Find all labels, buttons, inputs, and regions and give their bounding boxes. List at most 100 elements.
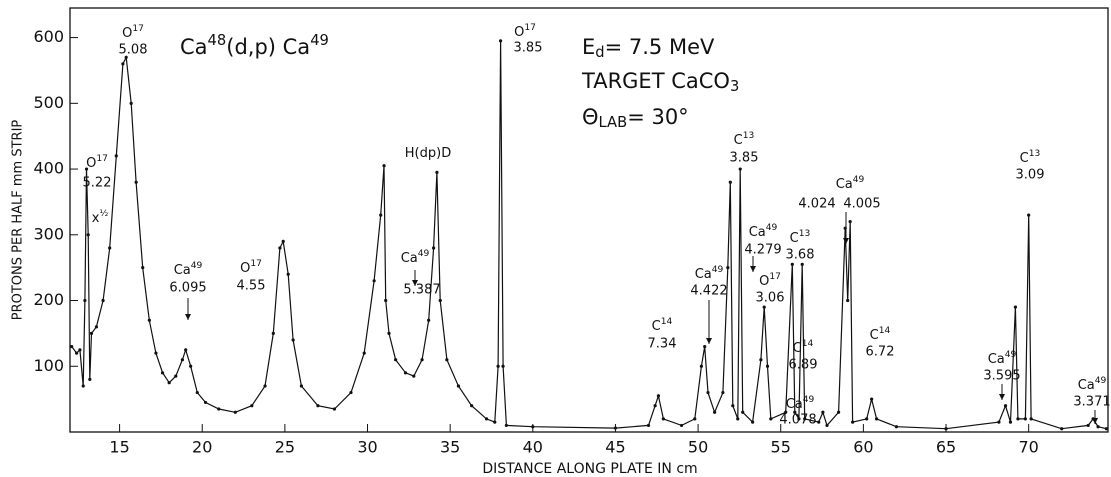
label: Ca49 bbox=[749, 223, 778, 239]
y-tick-label: 200 bbox=[33, 290, 64, 309]
data-point bbox=[726, 266, 730, 270]
data-point bbox=[70, 344, 74, 349]
data-point bbox=[250, 404, 254, 408]
label: O17 bbox=[240, 259, 262, 275]
data-point bbox=[427, 318, 431, 322]
data-point bbox=[78, 348, 82, 352]
data-point bbox=[851, 420, 855, 424]
y-tick-label: 100 bbox=[33, 356, 64, 375]
label-text: Ca bbox=[749, 225, 766, 240]
label-sup: 49 bbox=[1095, 376, 1107, 386]
data-point bbox=[167, 381, 171, 385]
label-text: Ca bbox=[695, 267, 712, 282]
data-point bbox=[504, 423, 508, 428]
data-point bbox=[498, 39, 503, 43]
annotation-energy: 3.595 bbox=[983, 369, 1020, 384]
data-point bbox=[656, 394, 661, 398]
label-text: (d,p) Ca bbox=[226, 35, 310, 59]
label-text: = 30° bbox=[627, 105, 689, 129]
label-sup: 49 bbox=[853, 175, 865, 185]
label: TARGET CaCO3 bbox=[581, 69, 739, 95]
data-point bbox=[217, 407, 221, 411]
annotation-energy: 6.89 bbox=[789, 358, 818, 373]
data-point bbox=[646, 423, 651, 428]
data-point bbox=[101, 298, 105, 303]
label: C14 bbox=[870, 326, 891, 342]
data-point bbox=[825, 423, 829, 428]
label: O17 bbox=[86, 154, 108, 170]
label-text: C bbox=[793, 341, 802, 356]
label-sup: 17 bbox=[250, 259, 262, 269]
data-point bbox=[765, 364, 770, 368]
annotation-energy: 3.85 bbox=[730, 151, 759, 166]
data-point bbox=[706, 390, 710, 395]
label: C13 bbox=[1020, 149, 1041, 165]
label-text: O bbox=[514, 25, 524, 40]
data-point bbox=[703, 344, 707, 349]
x-tick-label: 35 bbox=[440, 438, 460, 457]
label-sub: LAB bbox=[599, 114, 628, 131]
data-point bbox=[124, 55, 128, 59]
annotation-energy: 3.68 bbox=[786, 248, 815, 263]
data-point bbox=[445, 358, 449, 362]
data-point bbox=[836, 410, 841, 414]
data-point bbox=[263, 384, 267, 388]
arrow-head bbox=[1092, 418, 1098, 424]
data-point bbox=[731, 404, 735, 408]
label: Ca49 bbox=[836, 175, 865, 191]
data-point bbox=[114, 154, 118, 158]
annotation-energy: 5.22 bbox=[83, 176, 112, 191]
data-point bbox=[784, 410, 788, 414]
x-tick-label: 60 bbox=[853, 438, 873, 457]
data-point bbox=[271, 331, 275, 335]
label-text: O bbox=[86, 156, 96, 171]
label-sup: 49 bbox=[766, 223, 778, 233]
data-point bbox=[501, 364, 505, 368]
data-point bbox=[653, 404, 657, 408]
data-point bbox=[865, 417, 869, 421]
arrow-head bbox=[185, 314, 191, 320]
label: C13 bbox=[734, 131, 755, 147]
x-tick-label: 15 bbox=[109, 438, 129, 457]
data-point bbox=[848, 220, 852, 224]
data-point bbox=[613, 426, 618, 430]
y-tick-label: 400 bbox=[33, 159, 64, 178]
data-point bbox=[141, 266, 145, 270]
data-point bbox=[362, 351, 366, 355]
label-text: Ca bbox=[174, 263, 191, 278]
label-sup: 13 bbox=[1029, 149, 1041, 159]
label-sup: 49 bbox=[712, 265, 724, 275]
annotation-energy: 3.371 bbox=[1073, 395, 1110, 410]
data-point bbox=[299, 384, 304, 388]
label-sup: 49 bbox=[418, 249, 430, 259]
label: ΘLAB= 30° bbox=[582, 105, 689, 131]
annotation-energy: 5.08 bbox=[119, 43, 148, 58]
label-sub: 3 bbox=[730, 78, 739, 95]
label-text: C bbox=[870, 328, 879, 343]
annotation-energy: 3.09 bbox=[1016, 168, 1045, 183]
label-sup: 17 bbox=[96, 154, 108, 164]
label: Ca49 bbox=[695, 265, 724, 281]
data-point bbox=[286, 272, 290, 276]
data-point bbox=[84, 167, 89, 171]
data-point bbox=[372, 279, 376, 283]
data-point bbox=[741, 410, 745, 414]
data-point bbox=[846, 298, 850, 303]
data-point bbox=[180, 358, 184, 362]
data-point bbox=[997, 420, 1001, 424]
data-point bbox=[438, 298, 442, 303]
label-text: C bbox=[790, 231, 799, 246]
data-point bbox=[713, 410, 717, 414]
data-point bbox=[769, 417, 773, 421]
label-text: O bbox=[759, 274, 769, 289]
label-text: Ca bbox=[401, 251, 418, 266]
label: Ca49 bbox=[786, 395, 815, 411]
data-point bbox=[316, 404, 320, 408]
y-tick-label: 500 bbox=[33, 93, 64, 112]
data-point bbox=[435, 170, 439, 174]
label-sup: 14 bbox=[879, 326, 891, 336]
data-point bbox=[493, 420, 497, 424]
data-point bbox=[174, 374, 178, 378]
